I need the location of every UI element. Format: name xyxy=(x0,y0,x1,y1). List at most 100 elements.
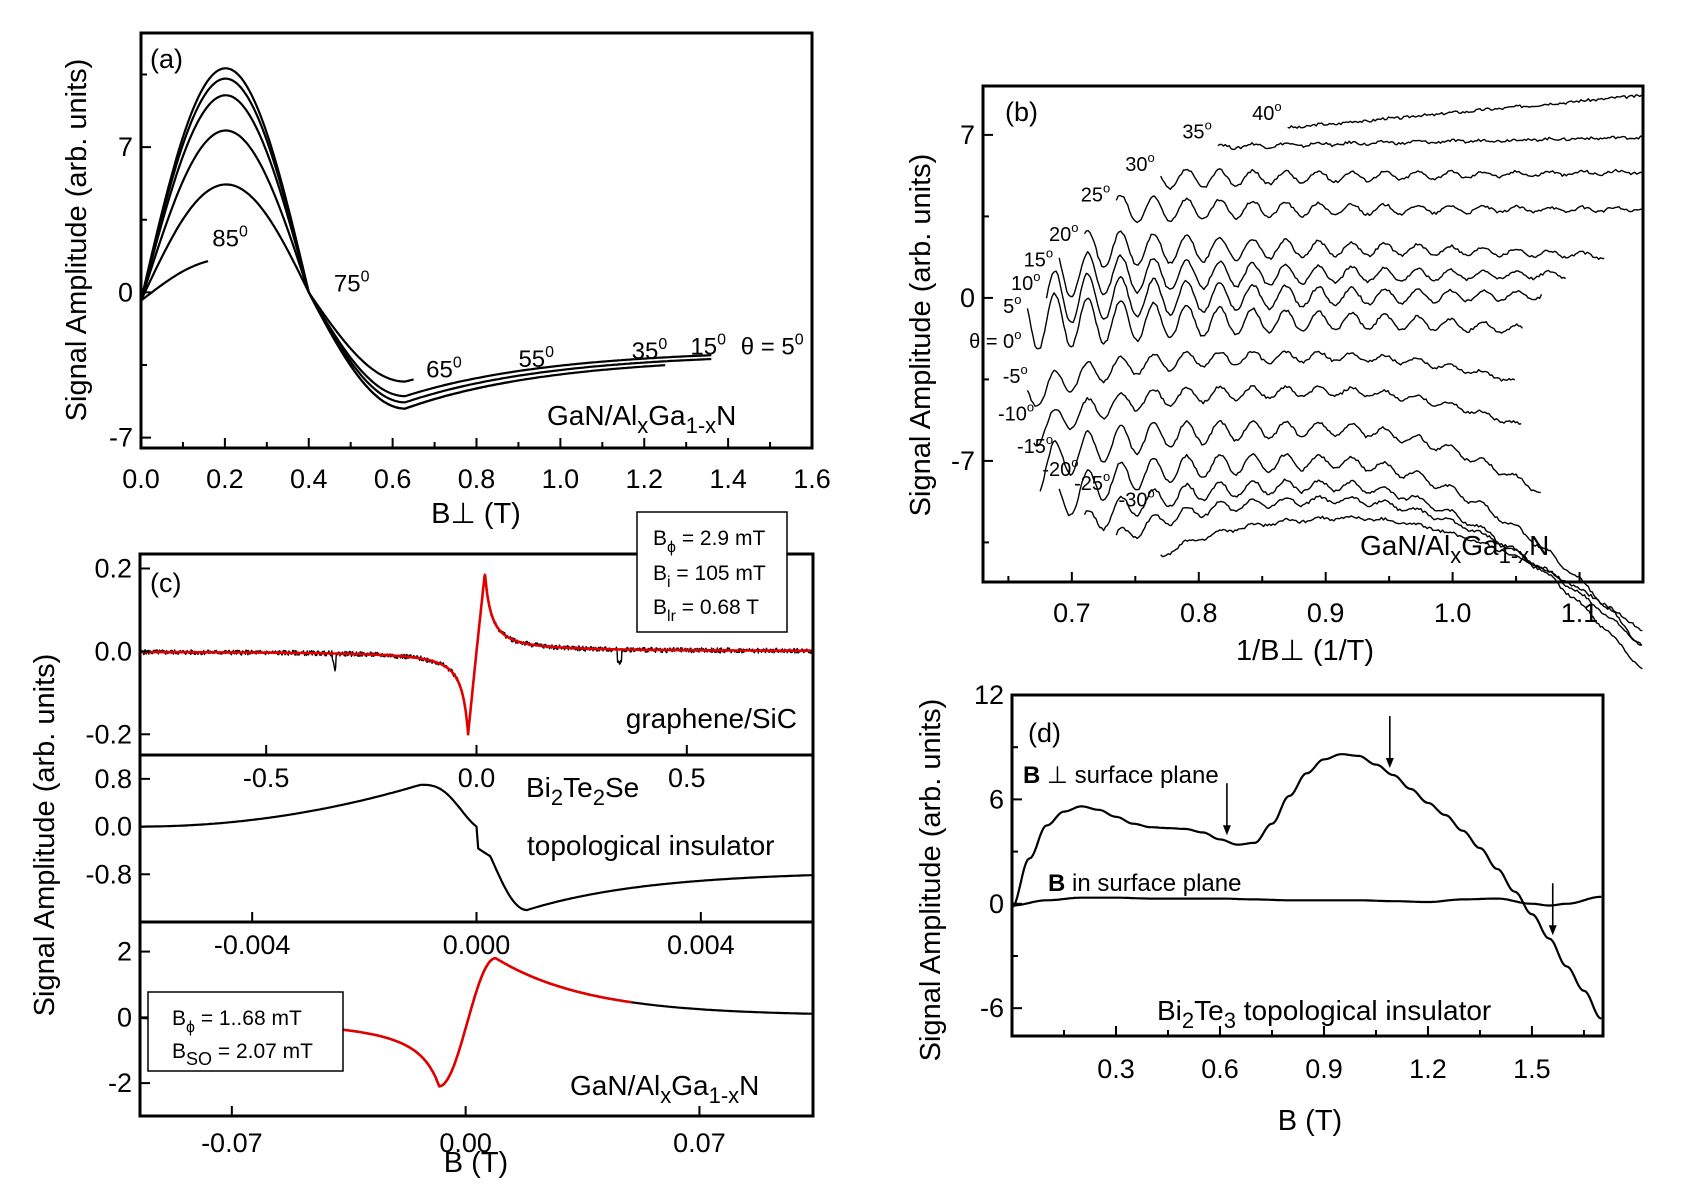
panel-d-series-1 xyxy=(1012,895,1602,907)
panel-b-angle-label: 10o xyxy=(1011,269,1040,295)
fit-param-bi: Bi = 105 mT xyxy=(653,562,766,591)
panel-c-fit-box-graphene: Bϕ = 2.9 mT Bi = 105 mT Blr = 0.68 T xyxy=(636,511,788,633)
panel-a-angle-label: 150 xyxy=(690,332,726,361)
panel-d-ticks: 0.3 0.6 0.9 1.2 1.5 12 6 0 -6 xyxy=(974,680,1585,1084)
panel-b-ytick-label: -7 xyxy=(951,446,975,476)
panel-b-series-6 xyxy=(1045,270,1543,324)
gan-fit-curve xyxy=(298,956,632,1088)
panel-b-ticks: 0.7 0.8 0.9 1.0 1.1 -7 0 7 xyxy=(951,120,1598,628)
panel-a-xtick-label: 0.0 xyxy=(122,464,160,494)
panel-a-x-axis-title: B⊥ (T) xyxy=(431,498,521,530)
panel-b-series-13 xyxy=(1115,495,1642,646)
panel-c2-ytick-label: 0.8 xyxy=(94,764,132,794)
panel-c3-ytick-label: 0 xyxy=(117,1002,132,1032)
panel-a: 0.0 0.2 0.4 0.6 0.8 1.0 1.2 1.4 1.6 -7 0 7 (a) 850 7… xyxy=(61,31,831,530)
panel-b-angle-label: 15o xyxy=(1024,246,1053,272)
panel-b-y-axis-title: Signal Amplitude (arb. units) xyxy=(905,154,937,517)
panel-c2-xtick-label: -0.004 xyxy=(214,930,291,960)
panel-b-series-1 xyxy=(1217,135,1643,151)
panel-c3-xtick-label: 0.07 xyxy=(673,1128,726,1158)
panel-c-ticks: 0.2 0.0 -0.2 -0.5 0.0 0.5 0.8 0.0 -0.8 -0.004 0.00… xyxy=(85,554,734,1158)
panel-a-xtick-label: 0.8 xyxy=(458,464,496,494)
panel-b-series-0 xyxy=(1287,94,1643,129)
panel-a-angle-label: 750 xyxy=(334,268,370,297)
panel-b-angle-label: 20o xyxy=(1049,220,1078,246)
panel-d-ytick-label: 12 xyxy=(974,680,1004,710)
panel-d-arrowhead xyxy=(1385,758,1394,769)
panel-a-series-1 xyxy=(139,77,712,398)
panel-d-frame xyxy=(1010,693,1605,1038)
panel-b-curves xyxy=(1026,94,1643,670)
panel-a-angle-label: 350 xyxy=(632,336,668,365)
panel-c-x-axis-title: B (T) xyxy=(444,1147,508,1179)
panel-b-angle-label: -10o xyxy=(998,399,1034,425)
panel-a-sample-label: GaN/AlxGa1-xN xyxy=(547,400,736,438)
panel-d-arrowhead xyxy=(1548,925,1557,936)
panel-b-angle-label: 35o xyxy=(1182,118,1211,144)
fit-param-bso-gan: BSO = 2.07 mT xyxy=(172,1040,313,1069)
panel-c-bi2te2se-curves xyxy=(140,783,814,912)
panel-b-series-11 xyxy=(1058,453,1643,647)
panel-b-xtick-label: 0.7 xyxy=(1053,598,1091,628)
panel-d: 0.3 0.6 0.9 1.2 1.5 12 6 0 -6 (d) B ⊥ surface pl… xyxy=(915,680,1605,1137)
panel-d-xtick-label: 1.2 xyxy=(1409,1054,1447,1084)
panel-a-angle-labels: 850 750 650 550 350 150 θ = 50 xyxy=(212,224,803,384)
panel-a-xtick-label: 1.2 xyxy=(625,464,663,494)
panel-b-angle-label: -15o xyxy=(1017,432,1053,458)
fit-param-bphi: Bϕ = 2.9 mT xyxy=(653,527,765,556)
panel-b-frame xyxy=(981,84,1645,584)
fit-box-graphene-frame xyxy=(636,511,788,633)
panel-b-ytick-label: 7 xyxy=(960,120,975,150)
panel-b-x-axis-title: 1/B⊥ (1/T) xyxy=(1236,635,1374,667)
panel-c-sample-graphene: graphene/SiC xyxy=(626,703,797,734)
panel-b-angle-label: -5o xyxy=(1003,362,1028,388)
fit-param-bphi-gan: Bϕ = 1..68 mT xyxy=(172,1007,302,1036)
graphene-fit-curve xyxy=(139,573,814,736)
panel-a-xtick-label: 1.6 xyxy=(793,464,831,494)
panel-c3-ytick-label: -2 xyxy=(108,1068,132,1098)
panel-c3-xtick-label: 0.00 xyxy=(439,1128,492,1158)
panel-d-xtick-label: 0.6 xyxy=(1201,1054,1239,1084)
panel-d-ytick-label: 6 xyxy=(989,784,1004,814)
panel-b-angle-label: 5o xyxy=(1003,292,1021,318)
panel-c2-ytick-label: 0.0 xyxy=(94,812,132,842)
panel-a-label: (a) xyxy=(150,44,183,74)
panel-b-series-2 xyxy=(1160,168,1643,190)
panel-a-xtick-label: 0.6 xyxy=(374,464,412,494)
panel-d-curves xyxy=(1011,753,1602,1020)
panel-c1-xtick-label: -0.5 xyxy=(243,763,290,793)
panel-a-ticks: 0.0 0.2 0.4 0.6 0.8 1.0 1.2 1.4 1.6 -7 0 7 xyxy=(109,73,831,494)
panel-b-series-9 xyxy=(1033,385,1522,447)
panel-b-angle-label: θ = 0o xyxy=(969,327,1021,353)
panel-a-xtick-label: 0.2 xyxy=(206,464,244,494)
panel-d-series-0 xyxy=(1011,753,1602,1020)
panel-c: 0.2 0.0 -0.2 -0.5 0.0 0.5 0.8 0.0 -0.8 -0.004 0.00… xyxy=(29,511,815,1179)
panel-b-angle-label: -25o xyxy=(1074,469,1110,495)
panel-a-angle-label: 650 xyxy=(426,354,462,383)
panel-c-label: (c) xyxy=(150,568,181,598)
panel-d-arrowhead xyxy=(1222,825,1231,836)
panel-a-series-4 xyxy=(140,183,414,383)
panel-c1-ytick-label: 0.0 xyxy=(94,636,132,666)
panel-c-frame xyxy=(138,552,815,1118)
fit-box-gan-frame xyxy=(147,991,344,1072)
panel-b-label: (b) xyxy=(1005,97,1038,127)
panel-a-angle-label: 850 xyxy=(212,224,248,253)
panel-d-ytick-label: 0 xyxy=(989,889,1004,919)
panel-a-ytick-label: 0 xyxy=(118,277,133,307)
panel-c3-ytick-label: 2 xyxy=(117,937,132,967)
panel-b-xtick-label: 0.8 xyxy=(1180,598,1218,628)
panel-d-y-axis-title: Signal Amplitude (arb. units) xyxy=(915,699,947,1062)
panel-b-series-3 xyxy=(1115,194,1642,224)
panel-c-graphene-curves xyxy=(139,573,814,736)
panel-b-series-10 xyxy=(1039,420,1541,494)
panel-a-xtick-label: 1.0 xyxy=(542,464,580,494)
panel-b: 0.7 0.8 0.9 1.0 1.1-707 (b) 40o35o30o25o20o1… xyxy=(905,84,1645,670)
panel-b-series-7 xyxy=(1026,292,1523,350)
panel-c2-ytick-label: -0.8 xyxy=(85,859,132,889)
bi2te2se-data-curve xyxy=(140,783,814,912)
panel-a-series-0 xyxy=(139,67,712,404)
panel-c3-xtick-label: -0.07 xyxy=(201,1128,263,1158)
panel-d-xtick-label: 0.3 xyxy=(1097,1054,1135,1084)
panel-a-xtick-label: 0.4 xyxy=(290,464,328,494)
